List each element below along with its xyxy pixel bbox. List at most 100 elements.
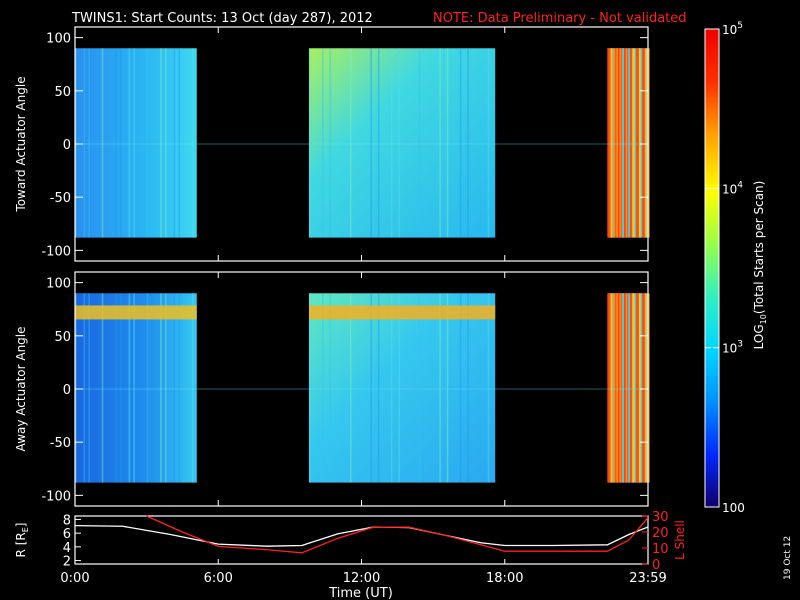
heatmap-streak [626, 48, 629, 238]
colorbar-tick-label: 100 [722, 501, 745, 515]
heatmap-streak [308, 293, 311, 483]
heatmap-streak [629, 293, 632, 483]
r-tick-label: 8 [63, 513, 71, 528]
x-tick-label: 23:59 [629, 571, 666, 586]
heatmap-streak [610, 293, 613, 483]
bottom-x-ticks: 0:00 6:00 12:00 18:00 23:59 [60, 559, 667, 586]
heatmap-streak [640, 48, 643, 238]
heatmap-streak [487, 293, 490, 483]
x-tick-label: 0:00 [60, 571, 89, 586]
heatmap-streak [634, 48, 637, 238]
heatmap-streak [439, 293, 441, 483]
heatmap-streak [128, 293, 131, 483]
heatmap-streak [459, 293, 462, 483]
heatmap-streak [467, 293, 469, 483]
r-tick-label: 6 [63, 527, 71, 542]
heatmap-streak [88, 293, 90, 483]
heatmap-streak [446, 48, 449, 238]
heatmap-streak [622, 293, 625, 483]
heatmap-streak [377, 293, 380, 483]
bottom-lines [74, 515, 649, 554]
heatmap-streak [390, 293, 393, 483]
heatmap-streak [614, 293, 617, 483]
heatmap-streak [398, 293, 400, 483]
heatmap-streak [611, 293, 614, 483]
y-tick-label: 50 [54, 330, 71, 345]
heatmap-streak [173, 48, 176, 238]
heatmap-streak [418, 48, 421, 238]
heatmap-streak [613, 293, 616, 483]
y-tick-label: -50 [50, 191, 71, 206]
y-tick-label: -50 [50, 436, 71, 451]
l-tick-label: 20 [652, 526, 669, 541]
heatmap-band [308, 305, 496, 320]
heatmap-streak [459, 48, 462, 238]
heatmap-streak [646, 48, 649, 238]
heatmap-streak [120, 293, 122, 483]
heatmap-streak [632, 293, 635, 483]
heatmap-streak [625, 48, 628, 238]
heatmap-streak [160, 293, 162, 483]
colorbar-ticks: 105 104 103 100 [705, 21, 745, 515]
colorbar-tick-label: 105 [722, 21, 743, 37]
heatmap-streak [377, 48, 380, 238]
heatmap-streak [637, 48, 640, 238]
heatmap-streak [640, 293, 643, 483]
heatmap-streak [625, 293, 628, 483]
l-shell-label: L Shell [673, 520, 687, 560]
heatmap-streak [635, 293, 638, 483]
heatmap-streak [623, 48, 626, 238]
heatmap-streak [635, 48, 638, 238]
colorbar-label: LOG10(Total Starts per Scan) [752, 181, 768, 350]
heatmap-streak [173, 293, 176, 483]
heatmap-streak [75, 293, 77, 483]
heatmap-streak [322, 293, 324, 483]
heatmap-streak [614, 48, 617, 238]
y-tick-label: 100 [46, 277, 71, 292]
middle-y-label: Away Actuator Angle [14, 326, 28, 451]
heatmap-streak [616, 48, 619, 238]
heatmap-streak [613, 48, 616, 238]
heatmap-streak [638, 48, 641, 238]
heatmap-streak [178, 48, 180, 238]
heatmap-streak [349, 293, 352, 483]
heatmap-streak [133, 48, 135, 238]
heatmap-streak [611, 48, 614, 238]
heatmap-streak [133, 293, 135, 483]
heatmap-streak [628, 293, 631, 483]
x-axis-label: Time (UT) [328, 586, 393, 600]
r-tick-label: 2 [63, 555, 71, 570]
heatmap-streak [608, 293, 611, 483]
middle-heatmap [75, 293, 650, 483]
heatmap-streak [370, 48, 372, 238]
r-axis-label: R [RE] [14, 523, 30, 558]
heatmap-streak [467, 48, 469, 238]
heatmap-streak [329, 48, 331, 238]
middle-y-ticks: 100 50 0 -50 -100 [41, 272, 649, 506]
heatmap-streak [616, 293, 619, 483]
heatmap-streak [115, 293, 117, 483]
heatmap-band [75, 305, 197, 320]
heatmap-streak [165, 48, 167, 238]
l-tick-label: 30 [652, 510, 669, 525]
heatmap-streak [160, 48, 162, 238]
heatmap-streak [631, 293, 634, 483]
heatmap-block [75, 293, 197, 483]
heatmap-block [75, 48, 197, 238]
y-tick-label: -100 [41, 489, 71, 504]
heatmap-streak [191, 293, 194, 483]
y-tick-label: 100 [46, 32, 71, 47]
middle-panel: 100 50 0 -50 -100 Away Actuator Angle [14, 271, 650, 507]
heatmap-streak [322, 48, 324, 238]
heatmap-streak [608, 48, 611, 238]
l-tick-label: 0 [652, 558, 660, 573]
heatmap-streak [75, 48, 77, 238]
heatmap-block [308, 48, 496, 238]
heatmap-streak [370, 293, 372, 483]
heatmap-streak [115, 48, 117, 238]
bottom-panel-frame [74, 515, 649, 565]
heatmap-streak [638, 293, 641, 483]
heatmap-block [308, 293, 496, 483]
